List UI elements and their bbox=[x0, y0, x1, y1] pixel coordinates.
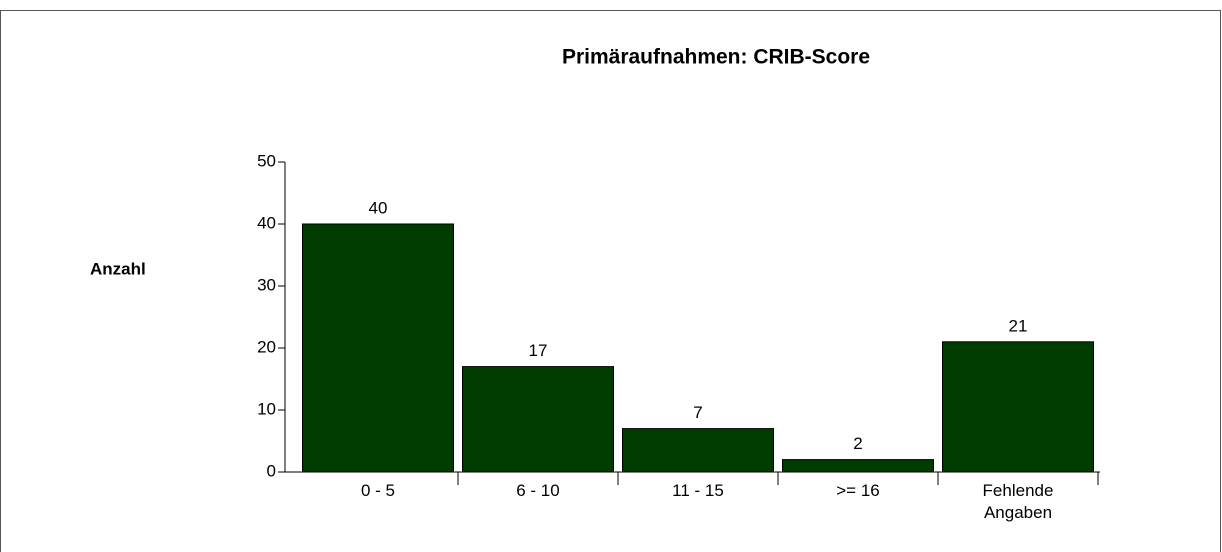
data-label: 40 bbox=[369, 198, 388, 217]
bar bbox=[782, 459, 934, 473]
y-tick-label: 0 bbox=[267, 461, 276, 480]
data-label: 17 bbox=[529, 341, 548, 360]
x-tick-label-box: 11 - 15 bbox=[672, 481, 724, 500]
x-tick-label-box: Fehlende Angaben bbox=[982, 481, 1054, 522]
x-tick-label: 6 - 10 bbox=[516, 481, 560, 500]
x-tick-label: >= 16 bbox=[836, 481, 880, 500]
y-axis-label: Anzahl bbox=[90, 259, 146, 278]
data-label: 7 bbox=[693, 403, 702, 422]
chart-title: Primäraufnahmen: CRIB-Score bbox=[562, 46, 870, 69]
x-tick-label-box: 6 - 10 bbox=[516, 481, 560, 500]
x-tick-label: Fehlende Angaben bbox=[982, 481, 1054, 522]
x-tick-label-box: 0 - 5 bbox=[360, 481, 396, 500]
bar bbox=[462, 366, 614, 473]
x-tick-label: 0 - 5 bbox=[360, 481, 396, 500]
data-label: 21 bbox=[1009, 316, 1028, 335]
bar bbox=[622, 428, 774, 473]
y-tick-label: 50 bbox=[257, 151, 276, 170]
y-tick-label: 10 bbox=[257, 399, 276, 418]
y-tick-label: 40 bbox=[257, 213, 276, 232]
bar bbox=[942, 341, 1094, 473]
x-tick-label: 11 - 15 bbox=[672, 481, 724, 500]
data-label: 2 bbox=[853, 434, 862, 453]
x-tick-label-box: >= 16 bbox=[836, 481, 880, 500]
y-tick-label: 30 bbox=[257, 275, 276, 294]
frame bbox=[0, 10, 1221, 552]
y-tick-label: 20 bbox=[257, 337, 276, 356]
bar bbox=[302, 223, 454, 473]
